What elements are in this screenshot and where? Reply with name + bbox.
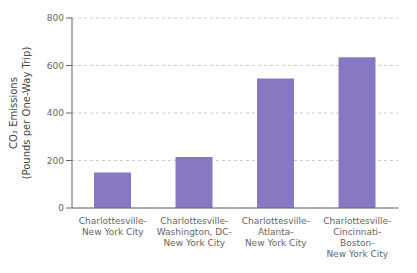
svg-text:Charlottesville-Washington, DC: Charlottesville-Washington, DC-New York … <box>157 216 232 248</box>
svg-text:600: 600 <box>47 61 64 71</box>
svg-text:800: 800 <box>47 13 64 23</box>
svg-text:Charlottesville-New York City: Charlottesville-New York City <box>79 216 147 237</box>
svg-text:Charlottesville-Atlanta-New Yo: Charlottesville-Atlanta-New York City <box>242 216 310 248</box>
svg-text:CO₂ Emissions(Pounds per One-W: CO₂ Emissions(Pounds per One-Way Trip) <box>8 47 32 180</box>
svg-text:200: 200 <box>47 156 64 166</box>
svg-text:Charlottesville-Cincinnati-Bos: Charlottesville-Cincinnati-Boston-New Yo… <box>323 216 391 258</box>
svg-text:400: 400 <box>47 108 64 118</box>
svg-text:0: 0 <box>58 203 64 213</box>
